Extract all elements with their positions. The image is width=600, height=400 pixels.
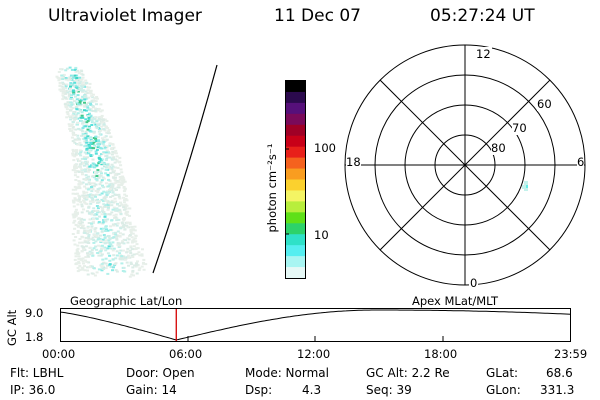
status-glat-label: GLat: <box>486 366 519 380</box>
orbit-x-tick-1800: 18:00 <box>424 347 458 361</box>
instrument-title: Ultraviolet Imager <box>48 6 202 26</box>
gc-alt-tick-1-8: 1.8 <box>25 330 44 344</box>
terminator-line <box>152 64 218 274</box>
status-flt: Flt: LBHL <box>10 366 64 380</box>
mlat-label-70: 70 <box>512 121 527 135</box>
polar-diagonal-b <box>379 79 551 251</box>
status-seq: Seq: 39 <box>366 383 412 397</box>
status-gc-alt: GC Alt: 2.2 Re <box>366 366 450 380</box>
aurora-emission-blob <box>55 66 148 278</box>
polar-mlat-mlt-plot <box>344 44 586 286</box>
colorbar-tick-label-100: 100 <box>314 141 336 155</box>
orbit-plot-frame <box>60 308 571 342</box>
orbit-x-tick-2359: 23:59 <box>554 347 588 361</box>
time-label: 05:27:24 UT <box>430 6 535 26</box>
mlat-label-80: 80 <box>491 141 506 155</box>
colorbar: photon cm⁻²s⁻¹ <box>265 80 306 279</box>
geographic-image-panel <box>55 64 218 278</box>
gc-alt-tick-9: 9.0 <box>25 306 44 320</box>
orbit-x-tick-0000: 00:00 <box>42 347 76 361</box>
status-gain: Gain: 14 <box>126 383 177 397</box>
orbit-x-ticks <box>60 336 571 341</box>
apex-mlat-mlt-label: Apex MLat/MLT <box>412 294 499 308</box>
status-dsp-label: Dsp: <box>245 383 273 397</box>
colorbar-tick-label-10: 10 <box>314 228 329 242</box>
altitude-curve <box>60 309 571 341</box>
status-glon-value: 331.3 <box>540 383 575 397</box>
status-mode: Mode: Normal <box>245 366 329 380</box>
orbit-altitude-plot <box>60 308 571 342</box>
colorbar-unit-label: photon cm⁻²s⁻¹ <box>265 144 279 233</box>
mlt-label-18: 18 <box>346 155 361 169</box>
mlat-label-60: 60 <box>537 97 552 111</box>
orbit-x-tick-1200: 12:00 <box>297 347 331 361</box>
status-ip: IP: 36.0 <box>10 383 56 397</box>
geographic-lat-lon-label: Geographic Lat/Lon <box>70 294 183 308</box>
mlt-label-0: 0 <box>469 276 479 290</box>
colorbar-frame <box>285 80 306 279</box>
status-door: Door: Open <box>126 366 195 380</box>
status-glon-label: GLon: <box>486 383 521 397</box>
status-dsp-value: 4.3 <box>302 383 322 397</box>
mlt-label-12: 12 <box>475 47 492 61</box>
orbit-x-tick-0600: 06:00 <box>169 347 203 361</box>
status-glat-value: 68.6 <box>546 366 573 380</box>
gc-alt-axis-label: GC Alt <box>5 309 19 346</box>
mlt-label-6: 6 <box>577 155 585 169</box>
date-label: 11 Dec 07 <box>274 6 361 26</box>
colorbar-gradient <box>286 81 305 279</box>
